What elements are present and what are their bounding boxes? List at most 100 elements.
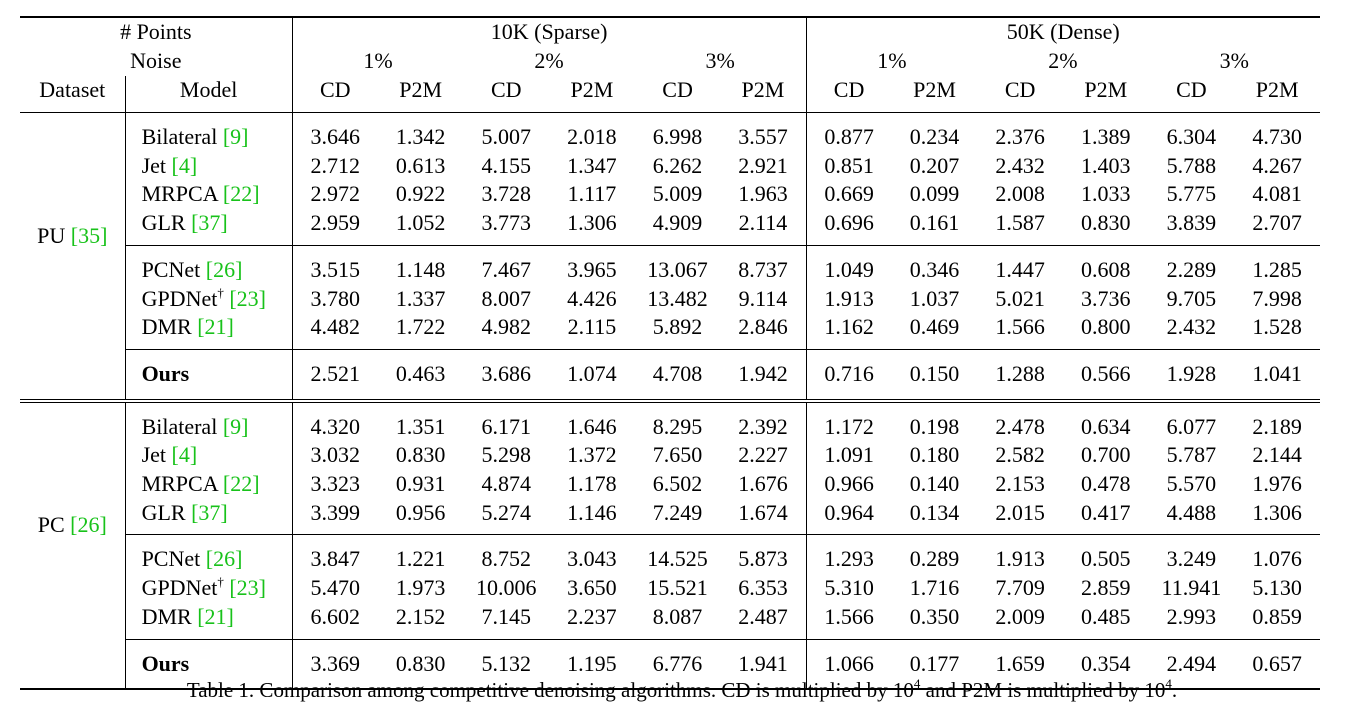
citation-link[interactable]: [21] [197,314,234,340]
value-cell: 0.150 [891,348,978,401]
value-cell: 0.877 [805,111,892,152]
value-cell: 7.998 [1252,285,1302,311]
value-cell: 2.846 [738,314,788,340]
value-cell: 1.052 [395,210,446,236]
value-cell: 0.800 [1081,314,1131,340]
table-row: MRPCA [22] 2.972 0.922 3.728 1.117 5.009 1.963… [20,180,1320,210]
model-name: PCNet [26] [124,534,293,575]
value-cell: 2.707 [1252,210,1302,236]
value-cell: 2.009 [995,603,1045,629]
table-body: # Points 10K (Sparse) 50K (Dense) Noise … [20,16,1320,691]
value-cell: 13.067 [634,244,721,285]
value-cell: 2.993 [1166,603,1217,629]
value-cell: 7.145 [481,603,532,629]
value-cell: 3.736 [1081,285,1131,311]
citation-link[interactable]: [37] [191,499,228,525]
value-cell: 0.922 [395,181,446,207]
value-cell: 8.295 [634,398,721,442]
model-name-text: Bilateral [141,124,218,149]
model-name: DMR [21] [124,602,293,640]
metric-header: CD [291,76,378,113]
value-cell: 4.874 [481,471,532,497]
model-name: Ours [124,348,293,401]
value-cell: 2.392 [720,398,807,442]
value-cell: 1.646 [549,398,635,442]
value-cell: 1.913 [805,284,892,314]
value-cell: 5.009 [652,181,703,207]
citation-link[interactable]: [37] [191,210,228,236]
value-cell: 2.859 [1081,575,1131,601]
citation-link[interactable]: [9] [222,413,249,439]
value-cell: 2.712 [291,151,378,181]
results-table: # Points 10K (Sparse) 50K (Dense) Noise … [20,16,1320,691]
value-cell: 1.928 [1148,348,1235,401]
citation-link[interactable]: [23] [229,285,266,311]
value-cell: 4.267 [1252,152,1302,178]
table-row-ours: Ours 3.369 0.830 5.132 1.195 6.776 1.941 1.066 0… [20,638,1320,691]
model-name: GPDNet† [23] [124,574,293,603]
table-row: PC [26] Bilateral [9] 4.320 1.351 6.171 1.646… [20,398,1320,640]
model-name-text: GLR [141,499,186,525]
value-cell: 0.207 [909,152,960,178]
value-cell: 0.634 [1062,398,1149,442]
model-name: GLR [37] [124,498,293,535]
value-cell: 0.700 [1081,442,1131,468]
value-cell: 0.830 [395,442,446,468]
value-cell: 7.467 [463,244,550,285]
citation-link[interactable]: [23] [229,575,266,601]
value-cell: 0.964 [805,498,892,535]
dataset-name-text: PC [37,512,65,538]
citation-link[interactable]: [26] [205,546,243,572]
value-cell: 3.369 [291,638,378,691]
value-cell: 1.447 [977,244,1063,285]
caption-exp-base-1: 10 [892,678,914,702]
value-cell: 1.403 [1081,152,1131,178]
citation-link[interactable]: [22] [222,471,260,497]
value-cell: 1.716 [909,575,960,601]
value-cell: 2.494 [1148,638,1235,691]
value-cell: 1.587 [995,210,1045,236]
value-cell: 1.162 [805,313,892,350]
value-cell: 2.018 [549,111,635,152]
value-cell: 11.941 [1161,575,1222,601]
table-row: GPDNet† [23] 3.780 1.337 8.007 4.426 13.482 9.… [20,284,1320,314]
model-name-text: GPDNet [141,575,218,601]
value-cell: 15.521 [647,575,708,601]
value-cell: 1.566 [805,602,892,640]
value-cell: 2.582 [995,442,1045,468]
citation-link[interactable]: [9] [222,124,249,149]
value-cell: 1.913 [977,534,1063,575]
citation-link[interactable]: [21] [197,603,234,629]
table-row: Jet [4] 2.712 0.613 4.155 1.347 6.262 2.921 0.8… [20,151,1320,181]
value-cell: 4.708 [634,348,721,401]
value-cell: 2.921 [738,152,788,178]
value-cell: 5.130 [1252,575,1302,601]
value-cell: 1.285 [1234,244,1320,285]
header-row-metrics: Dataset Model CD P2M CD P2M CD P2M CD P2M CD P2M C… [20,76,1320,113]
noise-label: Noise [130,48,182,74]
value-cell: 0.830 [377,638,464,691]
header-row-points: # Points 10K (Sparse) 50K (Dense) [20,16,1320,47]
value-cell: 6.502 [652,471,703,497]
citation-link[interactable]: [4] [171,442,198,468]
value-cell: 3.515 [291,244,378,285]
model-name-text: PCNet [141,256,201,282]
value-cell: 0.099 [909,181,960,207]
value-cell: 5.007 [463,111,550,152]
citation-link[interactable]: [22] [222,181,260,207]
citation-link[interactable]: [35] [70,222,108,248]
citation-link[interactable]: [26] [205,256,243,282]
value-cell: 1.976 [1252,471,1302,497]
value-cell: 1.942 [720,348,807,401]
citation-link[interactable]: [26] [70,512,107,538]
model-name-text: Ours [141,360,190,386]
table-row: PCNet [26] 3.847 1.221 8.752 3.043 14.525 5.87… [20,534,1320,575]
citation-link[interactable]: [4] [171,152,198,178]
value-cell: 3.728 [481,181,532,207]
model-name-text: GLR [141,210,186,236]
value-cell: 0.198 [891,398,978,442]
value-cell: 0.859 [1252,603,1302,629]
value-cell: 0.180 [909,442,960,468]
model-name: DMR [21] [124,313,293,350]
